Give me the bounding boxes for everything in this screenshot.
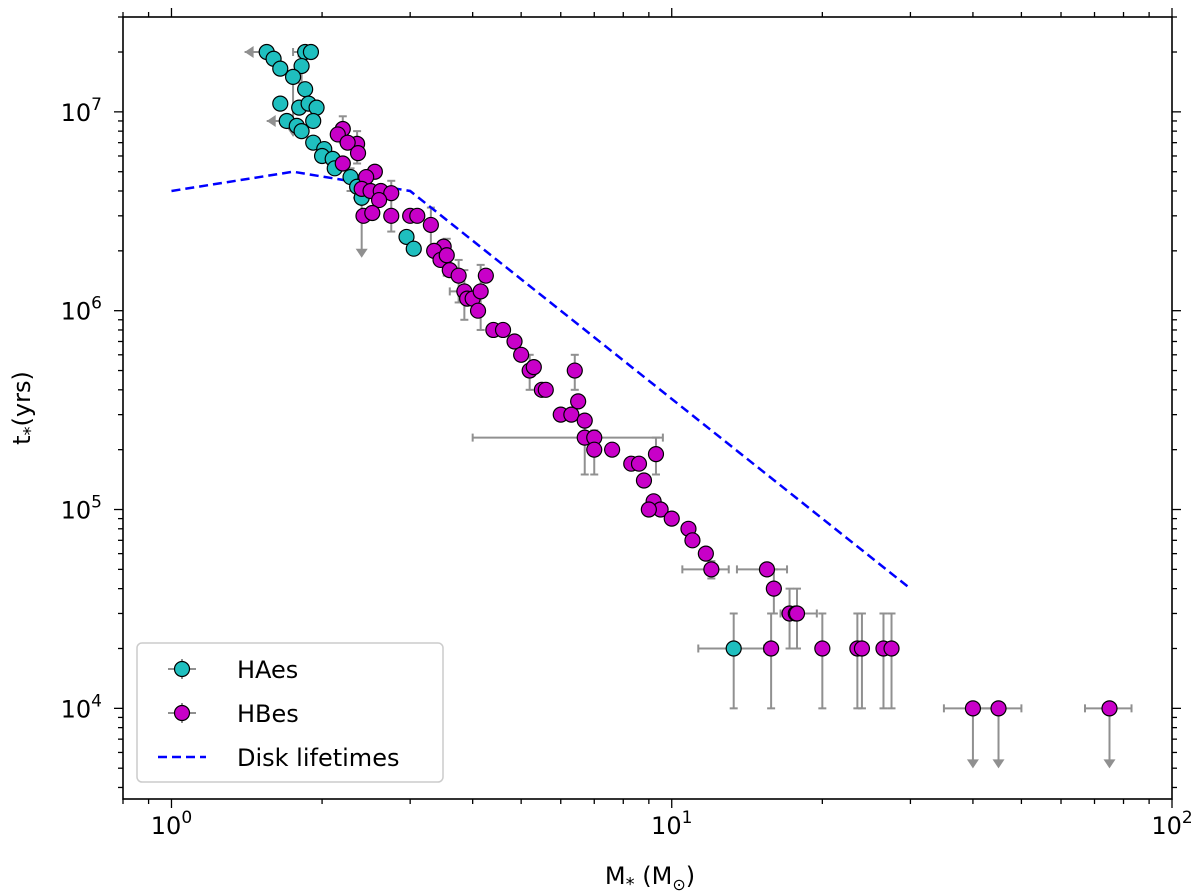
upper-limit-arrowhead — [966, 759, 979, 769]
legend-label-hbes: HBes — [237, 700, 299, 728]
hbes-point — [853, 640, 871, 657]
y-tick-label: 106 — [61, 294, 102, 326]
axis-ticks-layer: 100 101 102 104 105 106 107 — [61, 8, 1193, 840]
legend-label-haes: HAes — [237, 656, 298, 684]
hbes-point — [576, 412, 593, 429]
hbes-point — [814, 640, 831, 657]
hbes-point — [472, 283, 489, 300]
hbes-point — [964, 700, 982, 717]
hbes-point — [647, 445, 665, 463]
x-tick-label: 102 — [1151, 808, 1192, 840]
haes-point — [272, 95, 289, 112]
haes-point — [272, 60, 289, 77]
left-limit-arrowhead — [244, 46, 254, 59]
haes-point — [398, 228, 415, 246]
hbes-point — [339, 134, 356, 151]
hbes-point — [990, 700, 1007, 717]
left-limit-arrowhead — [266, 114, 276, 127]
haes-point — [284, 68, 302, 85]
hbes-point — [630, 455, 648, 472]
hbes-point — [758, 561, 776, 578]
hbes-point — [438, 247, 455, 264]
hbes-point — [537, 381, 554, 398]
hbes-point — [763, 640, 780, 657]
legend-label-disk-lifetimes: Disk lifetimes — [237, 744, 399, 772]
y-axis-label: t*(yrs) — [8, 371, 41, 445]
haes-point — [293, 123, 310, 140]
hbes-point — [1101, 700, 1118, 717]
hbes-point — [525, 359, 542, 376]
legend-marker-haes — [173, 660, 191, 678]
legend-item-hbes: HBes — [168, 700, 299, 728]
haes-point — [308, 99, 325, 116]
hbes-point — [663, 510, 680, 527]
y-tick-label: 107 — [61, 95, 102, 127]
legend-item-haes: HAes — [168, 656, 298, 684]
y-tick-label: 105 — [61, 493, 102, 525]
haes-point — [305, 112, 322, 130]
hbes-point — [469, 302, 487, 319]
data-points-layer — [258, 43, 1118, 717]
legend: HAes HBes Disk lifetimes — [136, 642, 444, 783]
hbes-point — [477, 267, 494, 284]
haes-point — [302, 43, 320, 61]
hbes-point — [604, 441, 621, 458]
hbes-point — [409, 207, 426, 224]
hbes-point — [494, 321, 512, 339]
hbes-point — [383, 185, 400, 202]
y-tick-label: 104 — [61, 691, 102, 723]
plot-frame — [122, 16, 1173, 800]
hbes-point — [640, 501, 657, 518]
hbes-point — [506, 333, 523, 350]
x-tick-label: 100 — [151, 808, 192, 840]
upper-limit-arrowhead — [992, 759, 1005, 769]
hbes-point — [566, 362, 583, 379]
legend-marker-hbes — [173, 704, 191, 722]
hbes-point — [635, 472, 653, 489]
hbes-point — [563, 406, 580, 423]
disk-lifetimes-line — [171, 170, 912, 590]
hbes-point — [697, 545, 714, 562]
hbes-point — [349, 145, 367, 162]
hbes-point — [570, 393, 587, 410]
x-tick-label: 101 — [651, 808, 692, 840]
upper-limit-arrowhead — [1103, 759, 1116, 769]
hbes-point — [586, 441, 603, 458]
hbes-point — [513, 346, 530, 363]
upper-limit-arrowhead — [355, 248, 368, 258]
haes-point — [297, 81, 314, 98]
hbes-point — [450, 267, 467, 284]
legend-item-disk-lifetimes: Disk lifetimes — [158, 744, 399, 772]
x-axis-label: M* (M⊙) — [605, 862, 695, 895]
haes-point — [405, 240, 422, 257]
hbes-point — [765, 580, 782, 597]
hbes-point — [788, 605, 806, 622]
hbes-point — [334, 155, 351, 172]
hbes-point — [364, 204, 381, 222]
hbes-point — [703, 561, 720, 578]
hbes-point — [883, 640, 900, 657]
hbes-point — [383, 207, 400, 224]
hbes-point — [684, 532, 701, 549]
legend-box — [136, 642, 444, 783]
haes-point — [293, 57, 310, 75]
hbes-point — [422, 216, 439, 234]
disk-lifetimes-layer — [171, 170, 912, 590]
hbes-point — [370, 191, 388, 209]
haes-point — [725, 640, 742, 657]
